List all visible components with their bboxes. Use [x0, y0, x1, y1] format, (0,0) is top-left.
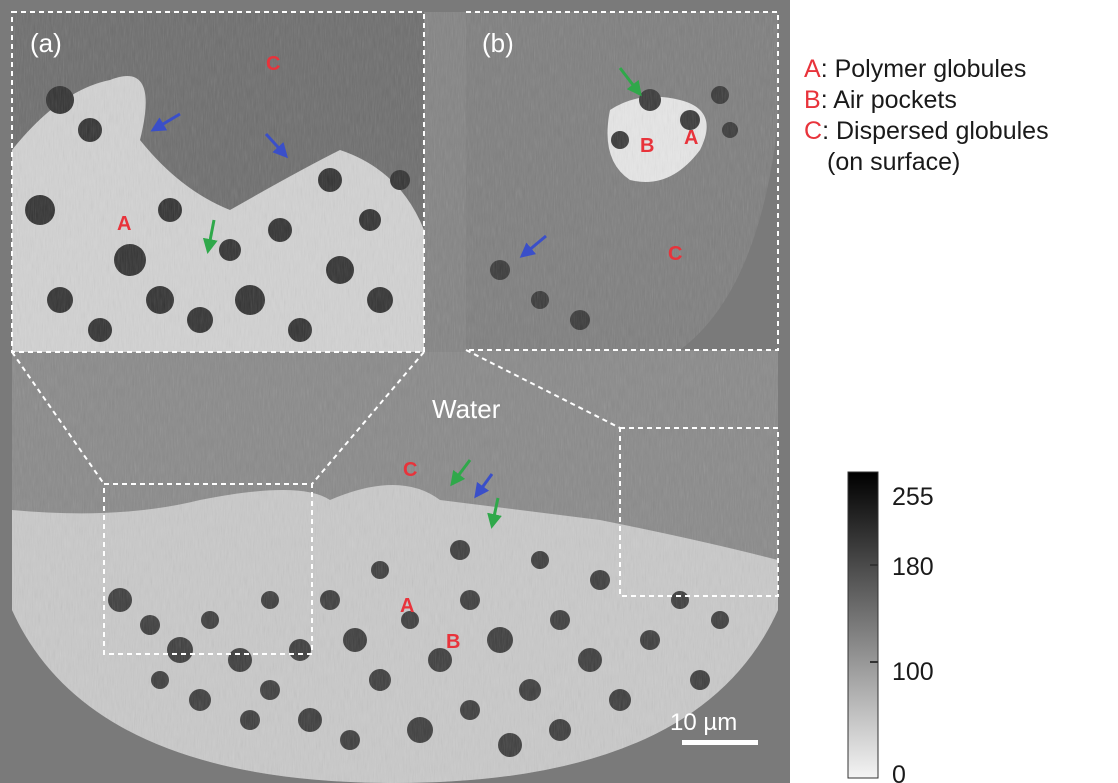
- panel-label-a: (a): [30, 28, 62, 58]
- colorbar: 255 180 100 0: [847, 471, 934, 783]
- legend-item-a: A: Polymer globules: [804, 55, 1027, 83]
- main-cross-section: [12, 350, 778, 783]
- letter-b: B: [640, 135, 654, 157]
- legend-item-c: C: Dispersed globules: [804, 117, 1049, 145]
- green-arrow: [202, 219, 218, 254]
- blue-arrow: [519, 234, 547, 258]
- green-arrow: [618, 67, 642, 97]
- letter-c: C: [266, 53, 280, 75]
- colorbar-tick-0: 0: [892, 761, 906, 783]
- panel-label-b: (b): [482, 28, 514, 58]
- letter-c: C: [668, 243, 682, 265]
- water-label: Water: [432, 394, 501, 424]
- letter-a: A: [400, 595, 414, 617]
- blue-arrow: [264, 132, 289, 159]
- inset-frames: [11, 11, 779, 655]
- letter-c: C: [403, 459, 417, 481]
- letter-b: B: [446, 631, 460, 653]
- blue-arrow: [474, 473, 494, 499]
- scale-bar: 10 µm: [670, 709, 758, 745]
- letter-a: A: [117, 213, 131, 235]
- scale-bar-label: 10 µm: [670, 709, 737, 736]
- colorbar-tick-100: 100: [892, 658, 934, 686]
- green-arrow: [450, 459, 472, 487]
- inset-a: [12, 12, 424, 352]
- colorbar-tick-255: 255: [892, 483, 934, 511]
- green-arrow: [487, 497, 502, 529]
- blue-arrow: [150, 112, 181, 132]
- colorbar-gradient: [847, 471, 879, 779]
- region-letters: C A B A C C A B: [117, 53, 698, 653]
- colorbar-tick-180: 180: [892, 553, 934, 581]
- letter-a: A: [684, 127, 698, 149]
- legend-item-b: B: Air pockets: [804, 86, 957, 114]
- legend-item-c-continuation: (on surface): [827, 148, 961, 176]
- legend: A: Polymer globules B: Air pockets C: Di…: [804, 54, 1049, 178]
- annotation-arrows: [150, 67, 642, 529]
